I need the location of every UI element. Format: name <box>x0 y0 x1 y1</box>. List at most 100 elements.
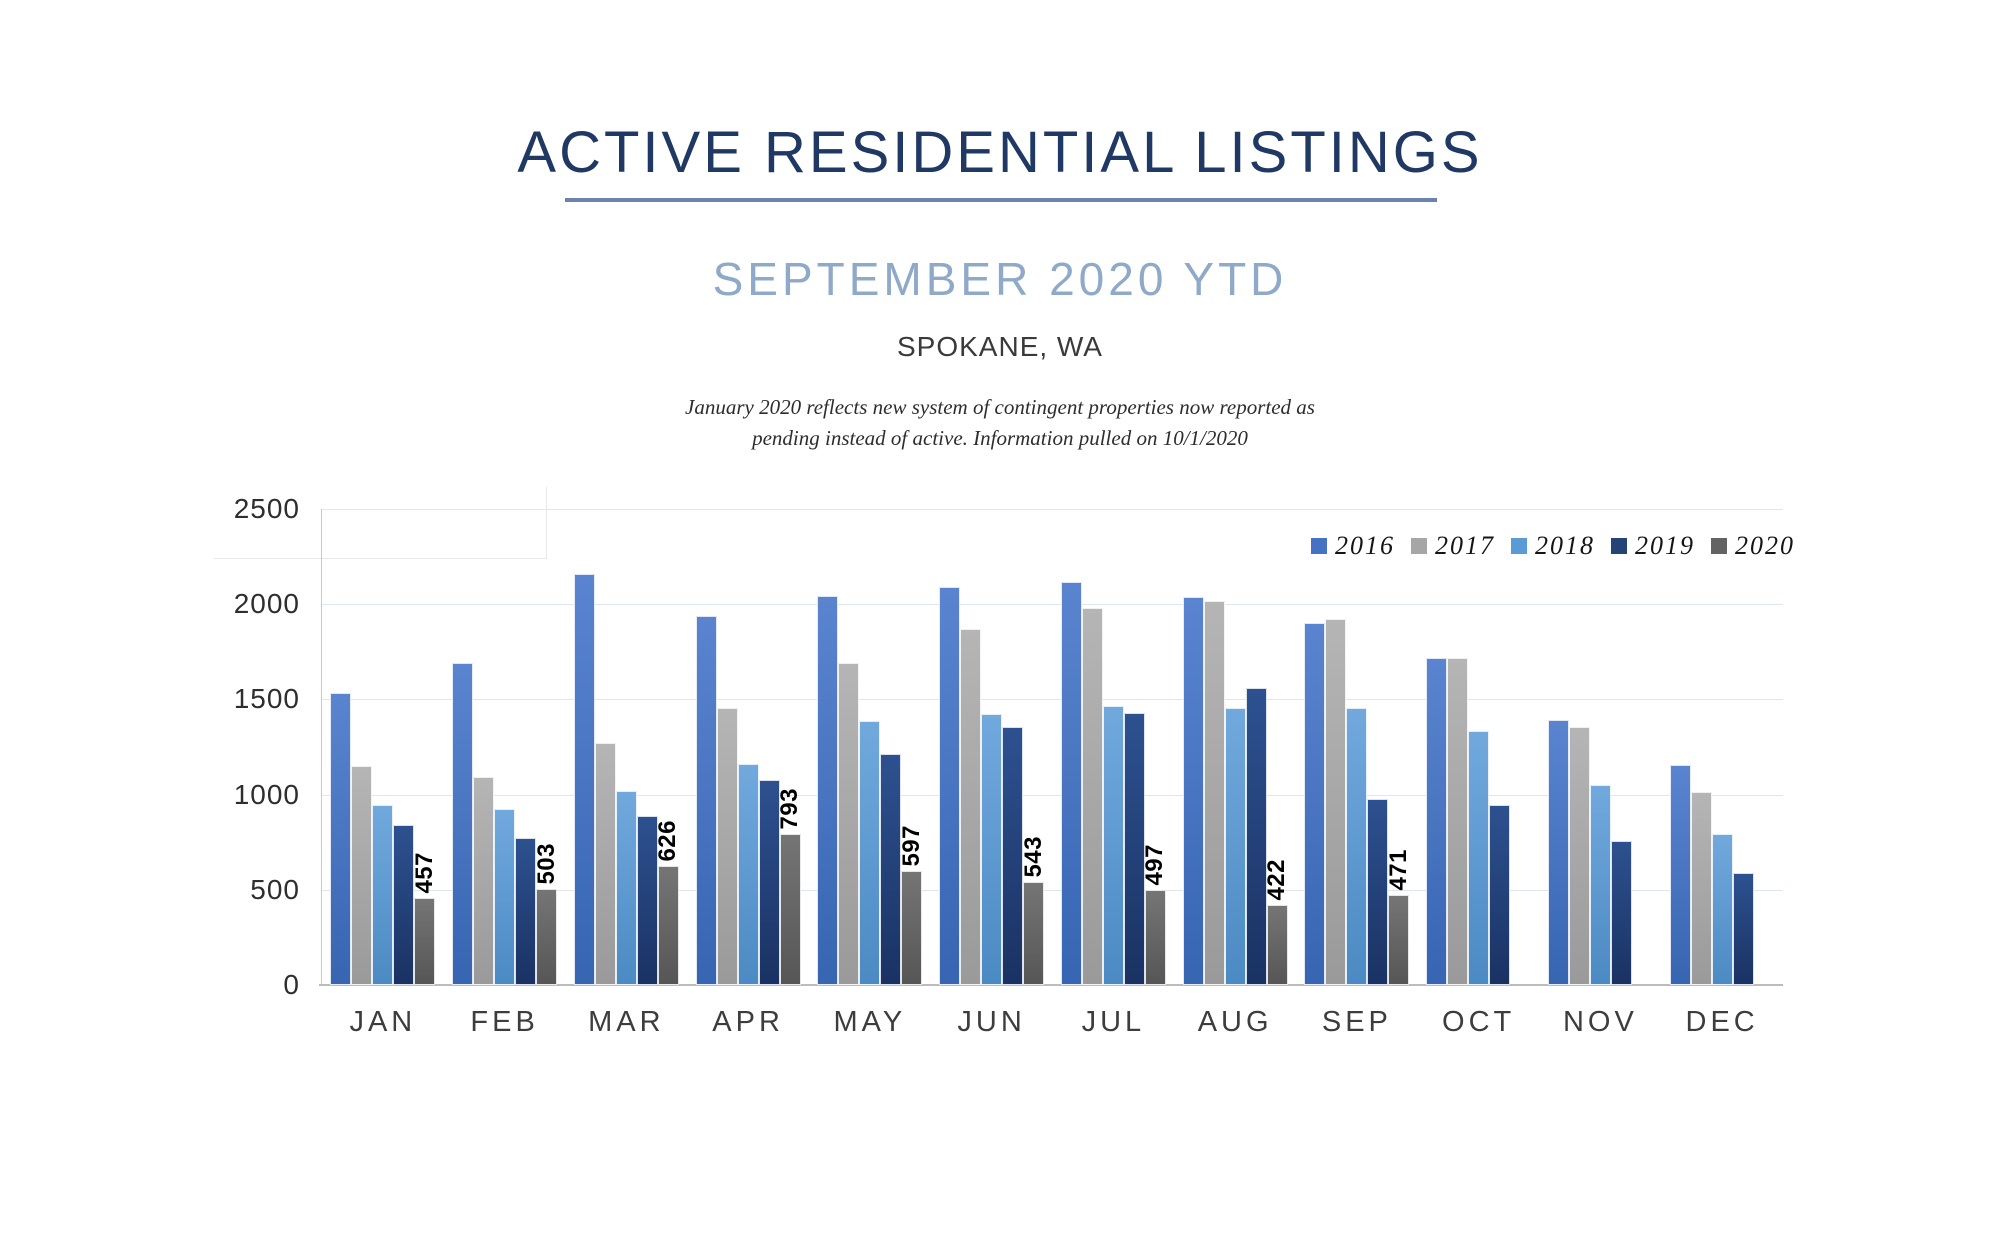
bar-2020-aug: 422 <box>1263 859 1290 985</box>
bar-2020-may: 597 <box>898 825 925 985</box>
bar-2018-oct <box>1468 731 1490 985</box>
bar-2018-jul <box>1102 706 1124 985</box>
gridline-1000 <box>322 794 1783 796</box>
bar-group-aug: 422 <box>1174 509 1296 985</box>
bar-2016-dec <box>1669 765 1691 985</box>
legend-label-2019: 2019 <box>1635 531 1695 560</box>
bar-groups: 457 503 626 793 597 543 497 422 471 <box>322 509 1783 985</box>
x-tick-label-may: MAY <box>833 1006 907 1038</box>
panel-shadow-artifact <box>213 486 546 558</box>
bar-2017-oct <box>1447 658 1469 985</box>
chart-subtitle: SEPTEMBER 2020 YTD <box>712 253 1288 305</box>
bar-group-dec <box>1661 509 1783 985</box>
bar-2016-mar <box>573 574 595 985</box>
bar-2017-may <box>838 663 860 985</box>
y-tick-label-1000: 1000 <box>233 778 300 810</box>
bar-2019-mar <box>636 816 658 985</box>
bar-2020-jul: 497 <box>1141 844 1168 985</box>
data-label-2020-may: 597 <box>897 825 925 867</box>
bar-2017-mar <box>594 743 616 985</box>
bar-group-mar: 626 <box>566 509 688 985</box>
bar-2016-feb <box>452 663 474 985</box>
legend-swatch-2020 <box>1711 538 1727 554</box>
chart-note-line1: January 2020 reflects new system of cont… <box>685 395 1315 419</box>
bar-2016-sep <box>1304 623 1326 985</box>
x-tick-label-jan: JAN <box>349 1006 417 1038</box>
bar-2017-jul <box>1081 608 1103 985</box>
bar-2018-jun <box>981 714 1003 985</box>
bar-2019-jun <box>1002 727 1024 985</box>
bar-2020-jun: 543 <box>1020 836 1047 985</box>
data-label-2020-jul: 497 <box>1141 844 1169 886</box>
legend-item-2017: 2017 <box>1411 533 1495 559</box>
bar-group-may: 597 <box>809 509 931 985</box>
bar-2018-aug <box>1224 708 1246 985</box>
data-label-2020-apr: 793 <box>776 788 804 830</box>
gridline-2000 <box>322 604 1783 606</box>
bar-2020-mar: 626 <box>654 820 681 985</box>
bar-2020-jan: 457 <box>411 852 438 985</box>
bar-2018-feb <box>494 809 516 985</box>
legend: 2016 2017 2018 2019 2020 <box>1311 533 1795 559</box>
legend-swatch-2017 <box>1411 538 1427 554</box>
data-label-2020-sep: 471 <box>1384 849 1412 891</box>
chart-note-line2: pending instead of active. Information p… <box>752 426 1248 450</box>
gridline-2500 <box>322 509 1783 510</box>
data-label-2020-jun: 543 <box>1019 836 1047 878</box>
bar-2017-jan <box>351 766 373 985</box>
bar-group-jun: 543 <box>931 509 1053 985</box>
data-label-2020-jan: 457 <box>410 852 438 894</box>
bar-group-sep: 471 <box>1296 509 1418 985</box>
bar-2019-sep <box>1367 799 1389 985</box>
legend-swatch-2018 <box>1511 538 1527 554</box>
x-tick-label-jun: JUN <box>957 1006 1026 1038</box>
bar-2019-may <box>880 754 902 985</box>
bar-2016-jun <box>939 587 961 985</box>
y-tick-label-2000: 2000 <box>233 588 300 620</box>
y-tick-label-0: 0 <box>283 969 300 1000</box>
bar-2018-may <box>859 721 881 985</box>
legend-item-2016: 2016 <box>1311 533 1395 559</box>
bar-2018-sep <box>1346 708 1368 985</box>
bar-2019-nov <box>1610 841 1632 985</box>
bar-2018-jan <box>372 805 394 985</box>
bar-2016-nov <box>1547 720 1569 985</box>
bar-2016-jan <box>330 693 352 985</box>
title-underline-rule <box>565 198 1437 202</box>
bar-2019-jul <box>1123 713 1145 985</box>
data-label-2020-feb: 503 <box>532 843 560 885</box>
bar-group-jan: 457 <box>322 509 444 985</box>
bar-2017-feb <box>473 777 495 985</box>
gridline-1500 <box>322 699 1783 701</box>
bar-2018-apr <box>737 764 759 985</box>
bar-2017-dec <box>1690 792 1712 985</box>
legend-label-2018: 2018 <box>1535 531 1595 560</box>
chart-location: SPOKANE, WA <box>896 331 1103 362</box>
x-tick-label-dec: DEC <box>1685 1006 1759 1038</box>
bar-2017-aug <box>1203 601 1225 985</box>
bar-group-oct <box>1418 509 1540 985</box>
bar-2019-dec <box>1732 873 1754 985</box>
x-tick-label-aug: AUG <box>1197 1006 1273 1038</box>
bar-2020-sep: 471 <box>1385 849 1412 985</box>
bar-group-jul: 497 <box>1053 509 1175 985</box>
legend-label-2016: 2016 <box>1335 531 1395 560</box>
x-tick-label-jul: JUL <box>1081 1006 1146 1038</box>
y-tick-label-500: 500 <box>250 873 300 905</box>
bar-2019-apr <box>758 780 780 985</box>
y-tick-label-1500: 1500 <box>233 683 300 715</box>
chart-title: ACTIVE RESIDENTIAL LISTINGS <box>517 120 1483 185</box>
bar-2017-nov <box>1568 727 1590 985</box>
x-tick-label-feb: FEB <box>470 1006 539 1038</box>
x-tick-label-nov: NOV <box>1562 1006 1638 1038</box>
bar-2017-apr <box>716 708 738 985</box>
bar-2016-jul <box>1060 582 1082 985</box>
x-axis-line <box>319 984 1783 986</box>
bar-2018-dec <box>1711 834 1733 985</box>
bar-2016-oct <box>1426 658 1448 985</box>
legend-label-2020: 2020 <box>1735 531 1795 560</box>
bar-2020-apr: 793 <box>776 788 803 985</box>
x-tick-label-mar: MAR <box>588 1006 665 1038</box>
legend-item-2019: 2019 <box>1611 533 1695 559</box>
